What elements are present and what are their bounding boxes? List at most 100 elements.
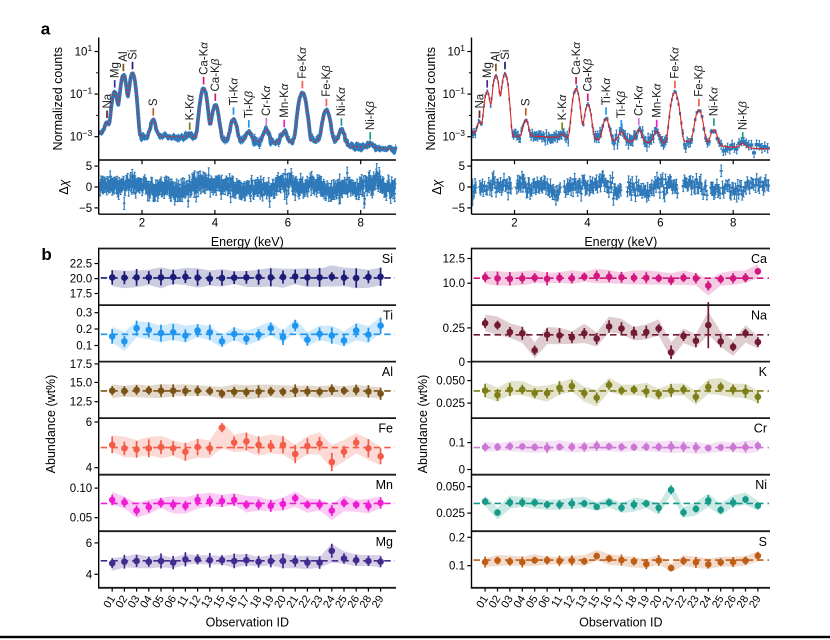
svg-text:Ca-Kα: Ca-Kα	[198, 42, 210, 75]
svg-text:16: 16	[223, 594, 240, 611]
svg-text:Ti-Kα: Ti-Kα	[228, 78, 240, 106]
svg-text:05: 05	[150, 594, 167, 611]
svg-text:17.5: 17.5	[70, 359, 92, 371]
svg-text:S: S	[759, 535, 767, 549]
svg-text:20: 20	[272, 594, 289, 611]
svg-text:4: 4	[86, 463, 93, 475]
svg-text:18: 18	[248, 594, 265, 611]
svg-text:12: 12	[187, 594, 204, 611]
svg-text:Na: Na	[102, 93, 114, 108]
svg-text:Observation ID: Observation ID	[206, 616, 289, 630]
svg-text:b: b	[41, 245, 51, 264]
svg-text:Ca-Kβ: Ca-Kβ	[583, 58, 595, 91]
svg-text:Al: Al	[118, 51, 130, 61]
svg-text:0: 0	[459, 465, 465, 477]
svg-text:0.025: 0.025	[436, 508, 465, 520]
svg-text:K: K	[759, 365, 768, 379]
svg-text:0.25: 0.25	[443, 323, 465, 335]
svg-text:0.05: 0.05	[70, 513, 92, 525]
svg-text:Ca: Ca	[751, 252, 767, 266]
svg-text:Ti: Ti	[383, 309, 393, 323]
svg-text:0.1: 0.1	[449, 561, 465, 573]
svg-text:Mn: Mn	[376, 478, 393, 492]
svg-text:12: 12	[561, 594, 578, 611]
svg-text:28: 28	[735, 594, 752, 611]
svg-text:03: 03	[126, 594, 143, 611]
svg-text:S: S	[148, 98, 160, 106]
svg-text:6: 6	[86, 417, 92, 429]
svg-text:Energy (keV): Energy (keV)	[211, 235, 284, 249]
svg-text:0.050: 0.050	[436, 376, 465, 388]
svg-text:Cr: Cr	[754, 422, 767, 436]
svg-text:Fe-Kβ: Fe-Kβ	[694, 65, 706, 97]
svg-text:K-Kα: K-Kα	[557, 94, 569, 120]
svg-text:Si: Si	[382, 252, 393, 266]
svg-text:28: 28	[358, 594, 375, 611]
svg-text:Al: Al	[382, 365, 393, 379]
svg-text:0.2: 0.2	[449, 532, 465, 544]
svg-text:12.5: 12.5	[70, 397, 92, 409]
svg-text:−5: −5	[452, 203, 465, 215]
svg-text:Energy (keV): Energy (keV)	[584, 235, 657, 249]
svg-text:10.0: 10.0	[443, 278, 465, 290]
svg-text:25: 25	[710, 594, 727, 611]
svg-text:Ni: Ni	[755, 478, 767, 492]
svg-text:21: 21	[284, 594, 301, 611]
svg-text:06: 06	[536, 594, 553, 611]
svg-text:Mg: Mg	[482, 62, 494, 78]
svg-text:Δχ: Δχ	[430, 179, 444, 194]
svg-text:04: 04	[138, 594, 155, 611]
svg-text:23: 23	[309, 594, 326, 611]
svg-text:Ti-Kβ: Ti-Kβ	[616, 90, 628, 118]
svg-text:Normalized counts: Normalized counts	[51, 47, 65, 151]
svg-text:0.1: 0.1	[76, 341, 92, 353]
svg-text:Na: Na	[474, 93, 486, 108]
svg-text:K-Kα: K-Kα	[185, 94, 197, 120]
svg-text:0.2: 0.2	[76, 324, 92, 336]
svg-text:20.0: 20.0	[70, 274, 92, 286]
svg-text:15.0: 15.0	[70, 377, 92, 389]
svg-text:21: 21	[660, 594, 677, 611]
svg-text:20: 20	[648, 594, 665, 611]
svg-text:0.025: 0.025	[436, 398, 465, 410]
svg-text:13: 13	[574, 594, 591, 611]
svg-text:29: 29	[370, 594, 387, 611]
svg-text:22: 22	[673, 594, 690, 611]
svg-text:02: 02	[487, 594, 504, 611]
svg-text:Fe-Kα: Fe-Kα	[297, 47, 309, 79]
svg-text:Cr-Kα: Cr-Kα	[261, 85, 273, 116]
svg-text:26: 26	[345, 594, 362, 611]
svg-text:Normalized counts: Normalized counts	[424, 47, 438, 151]
svg-text:26: 26	[722, 594, 739, 611]
svg-text:19: 19	[260, 594, 277, 611]
svg-text:Mg: Mg	[376, 535, 393, 549]
svg-text:Si: Si	[500, 50, 512, 60]
svg-text:11: 11	[549, 594, 565, 610]
svg-text:15: 15	[586, 594, 603, 611]
svg-text:6: 6	[285, 217, 291, 229]
svg-text:Ni-Kα: Ni-Kα	[709, 87, 721, 116]
svg-text:05: 05	[524, 594, 541, 611]
svg-text:29: 29	[747, 594, 764, 611]
svg-text:6: 6	[657, 217, 663, 229]
svg-text:17: 17	[611, 594, 628, 611]
svg-text:0.3: 0.3	[76, 308, 92, 320]
svg-text:24: 24	[698, 594, 715, 611]
svg-text:8: 8	[730, 217, 736, 229]
svg-text:25: 25	[333, 594, 350, 611]
svg-text:a: a	[41, 20, 51, 39]
svg-text:2: 2	[511, 217, 517, 229]
svg-text:5: 5	[86, 161, 92, 173]
svg-text:15: 15	[211, 594, 228, 611]
svg-text:0: 0	[459, 357, 465, 369]
svg-text:0.1: 0.1	[449, 438, 465, 450]
svg-text:Δχ: Δχ	[57, 179, 71, 194]
svg-text:Mg: Mg	[110, 62, 122, 78]
svg-text:Ca-Kβ: Ca-Kβ	[210, 58, 222, 91]
svg-text:Abundance (wt%): Abundance (wt%)	[44, 375, 58, 474]
svg-text:Cr-Kα: Cr-Kα	[634, 85, 646, 116]
svg-text:6: 6	[86, 538, 92, 550]
svg-text:24: 24	[321, 594, 338, 611]
svg-text:S: S	[521, 98, 533, 106]
svg-text:Ti-Kα: Ti-Kα	[601, 78, 613, 106]
